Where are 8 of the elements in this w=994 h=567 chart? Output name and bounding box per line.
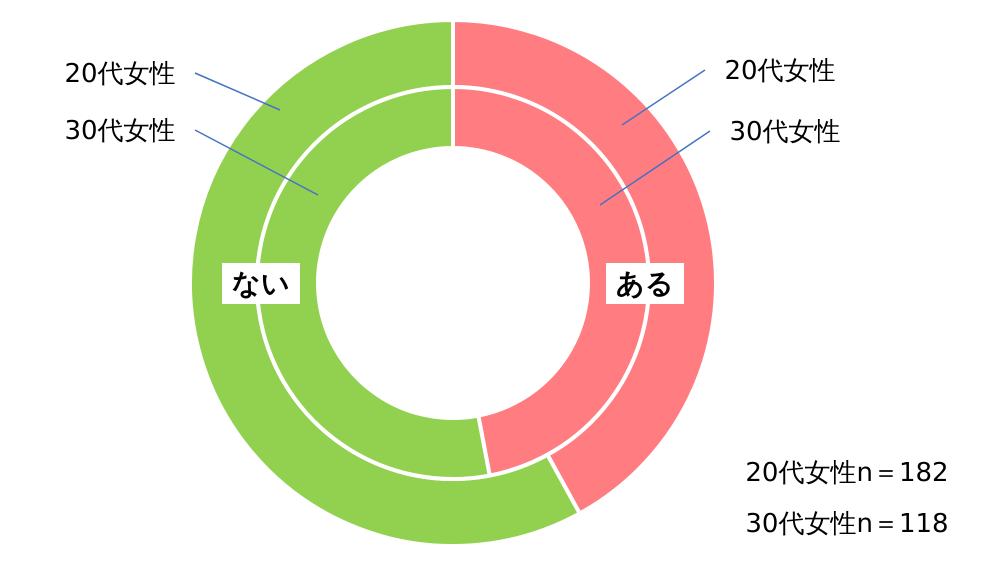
text: 30代女性n＝118 xyxy=(745,509,949,539)
slice-label: ない xyxy=(232,267,290,300)
slice-label: 20代女性 xyxy=(724,56,836,86)
text: 30代女性 xyxy=(64,116,176,146)
text: 20代女性n＝182 xyxy=(745,458,949,488)
slice-label: 30代女性 xyxy=(729,117,841,147)
text: 20代女性 xyxy=(64,59,176,89)
slice-label: ある xyxy=(616,267,674,300)
